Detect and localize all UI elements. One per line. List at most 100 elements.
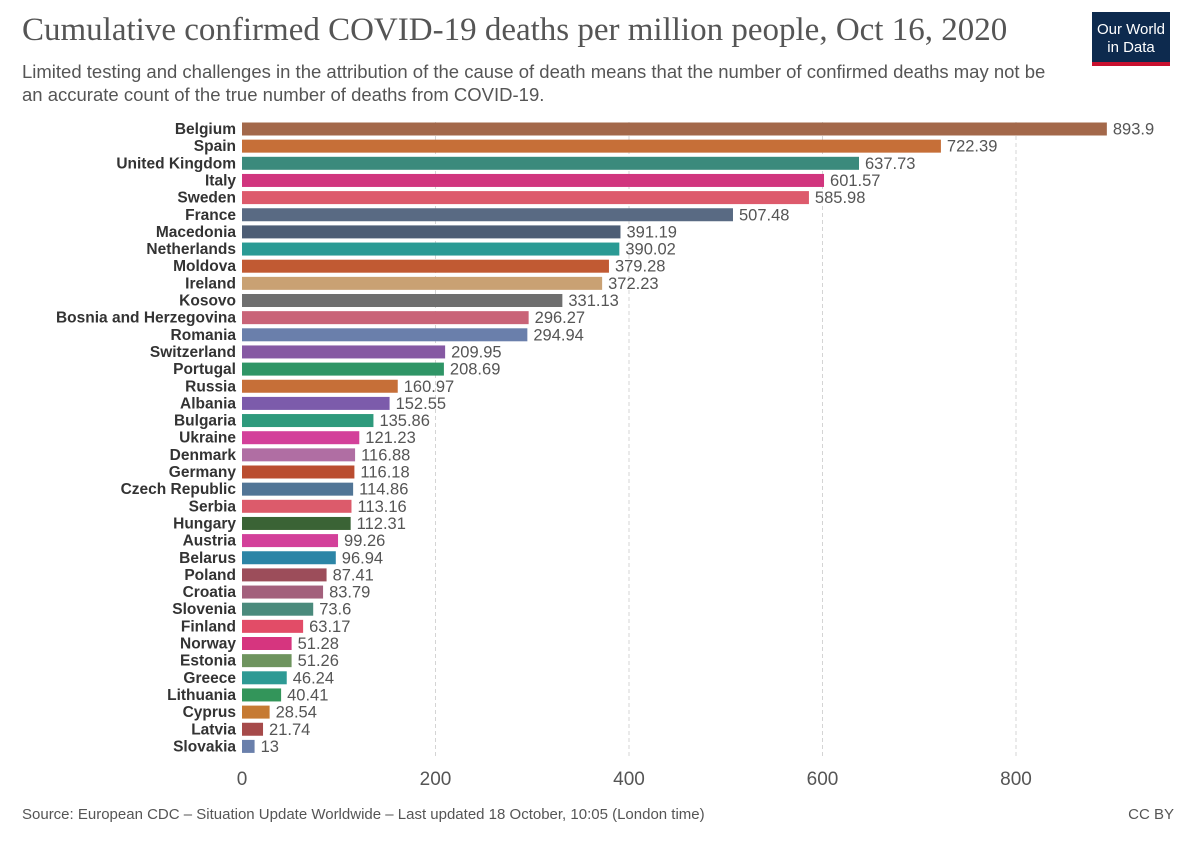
bar-russia[interactable] bbox=[242, 379, 398, 393]
bar-estonia[interactable] bbox=[242, 654, 292, 668]
value-label-slovakia: 13 bbox=[261, 738, 279, 756]
x-tick-label: 200 bbox=[420, 769, 452, 790]
value-label-latvia: 21.74 bbox=[269, 721, 310, 739]
category-label-albania: Albania bbox=[180, 395, 236, 412]
bar-macedonia[interactable] bbox=[242, 225, 621, 239]
value-label-lithuania: 40.41 bbox=[287, 686, 328, 704]
value-label-ukraine: 121.23 bbox=[365, 429, 415, 447]
value-label-spain: 722.39 bbox=[947, 138, 997, 156]
bar-norway[interactable] bbox=[242, 637, 292, 650]
bar-belarus[interactable] bbox=[242, 551, 336, 565]
bar-france[interactable] bbox=[242, 208, 733, 222]
category-label-portugal: Portugal bbox=[173, 361, 236, 378]
category-label-ukraine: Ukraine bbox=[179, 430, 236, 447]
value-label-romania: 294.94 bbox=[533, 326, 583, 344]
value-label-poland: 87.41 bbox=[333, 566, 374, 584]
bar-sweden[interactable] bbox=[242, 191, 809, 205]
bar-greece[interactable] bbox=[242, 671, 287, 685]
category-label-croatia: Croatia bbox=[183, 584, 237, 601]
bar-cyprus[interactable] bbox=[242, 705, 270, 719]
category-label-slovenia: Slovenia bbox=[172, 601, 236, 618]
category-label-hungary: Hungary bbox=[173, 515, 236, 532]
value-label-macedonia: 391.19 bbox=[626, 223, 676, 241]
category-label-italy: Italy bbox=[205, 172, 236, 189]
category-label-romania: Romania bbox=[171, 327, 237, 344]
value-label-switzerland: 209.95 bbox=[451, 343, 501, 361]
x-tick-label: 800 bbox=[1000, 769, 1032, 790]
x-tick-label: 0 bbox=[237, 769, 248, 790]
bar-lithuania[interactable] bbox=[242, 688, 282, 702]
value-label-united-kingdom: 637.73 bbox=[865, 155, 915, 173]
bar-slovenia[interactable] bbox=[242, 602, 314, 616]
category-label-germany: Germany bbox=[169, 464, 237, 481]
value-label-sweden: 585.98 bbox=[815, 189, 865, 207]
value-label-austria: 99.26 bbox=[344, 532, 385, 550]
bar-poland[interactable] bbox=[242, 568, 327, 582]
category-label-austria: Austria bbox=[183, 533, 237, 550]
value-label-netherlands: 390.02 bbox=[625, 241, 675, 259]
category-label-denmark: Denmark bbox=[170, 447, 237, 464]
bar-netherlands[interactable] bbox=[242, 242, 620, 256]
value-label-cyprus: 28.54 bbox=[276, 704, 317, 722]
category-label-sweden: Sweden bbox=[177, 190, 236, 207]
category-label-bosnia-and-herzegovina: Bosnia and Herzegovina bbox=[56, 310, 236, 327]
value-label-albania: 152.55 bbox=[396, 395, 446, 413]
bar-switzerland[interactable] bbox=[242, 345, 446, 359]
bar-moldova[interactable] bbox=[242, 259, 609, 273]
value-label-denmark: 116.88 bbox=[361, 446, 410, 464]
category-label-estonia: Estonia bbox=[180, 653, 236, 670]
value-label-belarus: 96.94 bbox=[342, 549, 383, 567]
bar-ukraine[interactable] bbox=[242, 431, 360, 445]
value-label-greece: 46.24 bbox=[293, 669, 334, 687]
logo-line-1: Our World bbox=[1096, 21, 1166, 38]
bar-bulgaria[interactable] bbox=[242, 414, 374, 428]
bar-croatia[interactable] bbox=[242, 585, 324, 599]
x-axis-ticks: 0 200 400 600 800 bbox=[237, 769, 1032, 790]
bar-united-kingdom[interactable] bbox=[242, 156, 860, 170]
bar-bosnia-and-herzegovina[interactable] bbox=[242, 311, 529, 325]
bar-ireland[interactable] bbox=[242, 276, 603, 290]
bar-romania[interactable] bbox=[242, 328, 528, 342]
value-label-estonia: 51.26 bbox=[298, 652, 339, 670]
value-label-russia: 160.97 bbox=[404, 378, 454, 396]
value-label-portugal: 208.69 bbox=[450, 361, 500, 379]
source-note: Source: European CDC – Situation Update … bbox=[22, 806, 705, 823]
category-label-norway: Norway bbox=[180, 636, 236, 653]
bar-serbia[interactable] bbox=[242, 499, 352, 513]
bar-albania[interactable] bbox=[242, 396, 390, 410]
bar-austria[interactable] bbox=[242, 534, 339, 548]
bar-germany[interactable] bbox=[242, 465, 355, 479]
bar-czech-republic[interactable] bbox=[242, 482, 354, 496]
license-link[interactable]: CC BY bbox=[1128, 806, 1174, 823]
value-label-serbia: 113.16 bbox=[357, 498, 406, 516]
bar-portugal[interactable] bbox=[242, 362, 444, 376]
bar-hungary[interactable] bbox=[242, 516, 351, 530]
value-label-bulgaria: 135.86 bbox=[379, 412, 429, 430]
value-label-france: 507.48 bbox=[739, 206, 789, 224]
category-label-netherlands: Netherlands bbox=[146, 241, 236, 258]
category-label-belarus: Belarus bbox=[179, 550, 236, 567]
bar-finland[interactable] bbox=[242, 619, 304, 633]
value-label-ireland: 372.23 bbox=[608, 275, 658, 293]
category-label-greece: Greece bbox=[183, 670, 236, 687]
bar-slovakia[interactable] bbox=[242, 739, 255, 753]
bar-spain[interactable] bbox=[242, 139, 941, 153]
category-label-poland: Poland bbox=[184, 567, 236, 584]
bar-belgium[interactable] bbox=[242, 122, 1107, 136]
logo-line-2: in Data bbox=[1107, 39, 1155, 56]
category-label-belgium: Belgium bbox=[175, 121, 236, 138]
category-label-macedonia: Macedonia bbox=[156, 224, 236, 241]
category-label-ireland: Ireland bbox=[185, 275, 236, 292]
category-label-moldova: Moldova bbox=[173, 258, 236, 275]
category-label-finland: Finland bbox=[181, 618, 236, 635]
bar-italy[interactable] bbox=[242, 173, 825, 187]
value-label-kosovo: 331.13 bbox=[568, 292, 618, 310]
value-label-germany: 116.18 bbox=[360, 464, 409, 482]
category-label-bulgaria: Bulgaria bbox=[174, 413, 236, 430]
bar-denmark[interactable] bbox=[242, 448, 356, 462]
value-label-czech-republic: 114.86 bbox=[359, 481, 408, 499]
value-label-norway: 51.28 bbox=[298, 635, 339, 653]
bar-latvia[interactable] bbox=[242, 722, 264, 736]
owid-logo[interactable]: Our World in Data bbox=[1092, 12, 1170, 66]
bar-kosovo[interactable] bbox=[242, 294, 563, 307]
